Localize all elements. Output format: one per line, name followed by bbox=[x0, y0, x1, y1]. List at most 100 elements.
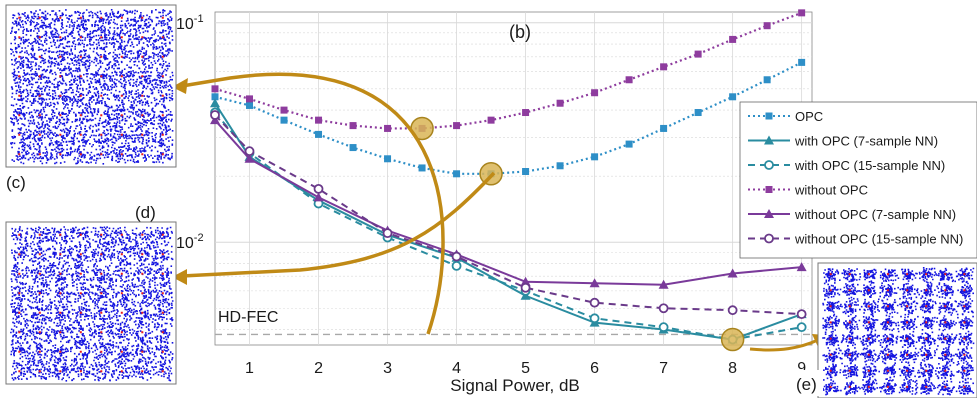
data-point bbox=[556, 99, 564, 107]
data-point bbox=[658, 322, 669, 333]
arrow-to-c bbox=[181, 72, 445, 335]
data-point bbox=[315, 130, 323, 138]
data-point bbox=[729, 93, 737, 101]
series-line bbox=[214, 11, 803, 130]
arrow-to-e bbox=[749, 338, 819, 352]
constellation-c bbox=[10, 9, 174, 165]
legend-label: without OPC (7-sample NN) bbox=[794, 207, 956, 222]
data-point bbox=[349, 144, 357, 152]
data-point bbox=[765, 186, 773, 193]
arrow-to-d-head bbox=[172, 269, 187, 285]
data-point bbox=[246, 101, 254, 109]
data-point bbox=[729, 35, 737, 43]
constellation-points bbox=[10, 9, 174, 165]
inset-d: (d) bbox=[5, 203, 177, 385]
data-point bbox=[589, 297, 600, 308]
data-point bbox=[625, 76, 633, 84]
data-point bbox=[660, 124, 668, 132]
legend-label: OPC bbox=[795, 109, 823, 124]
data-point bbox=[487, 116, 495, 124]
data-point bbox=[556, 162, 564, 170]
data-point bbox=[589, 278, 600, 288]
data-point bbox=[694, 109, 702, 117]
connector-arrows bbox=[172, 72, 826, 352]
series-line bbox=[214, 119, 802, 286]
data-point bbox=[763, 76, 771, 84]
data-point bbox=[210, 110, 220, 120]
data-point bbox=[453, 122, 461, 130]
x-tick-label: 4 bbox=[452, 360, 461, 377]
data-point bbox=[589, 313, 600, 324]
data-point bbox=[384, 124, 392, 132]
series-group bbox=[210, 9, 807, 345]
data-point bbox=[764, 233, 774, 244]
x-tick-label: 5 bbox=[521, 360, 530, 377]
x-tick-label: 9 bbox=[797, 360, 806, 377]
constellation-e bbox=[822, 267, 975, 396]
inset-c: (c) bbox=[5, 4, 177, 192]
x-tick-label: 8 bbox=[728, 360, 737, 377]
data-point bbox=[764, 135, 774, 145]
data-point bbox=[246, 95, 254, 103]
data-point bbox=[418, 164, 426, 172]
data-point bbox=[764, 160, 774, 170]
plot-grid bbox=[215, 12, 812, 345]
x-tick-label: 2 bbox=[314, 360, 323, 377]
data-point bbox=[522, 168, 530, 176]
x-tick-label: 6 bbox=[590, 360, 599, 377]
data-point bbox=[727, 268, 738, 278]
legend-label: without OPC (15-sample NN) bbox=[794, 232, 963, 247]
series-5 bbox=[210, 110, 807, 320]
x-axis-label: Signal Power, dB bbox=[450, 376, 579, 395]
series-line bbox=[214, 114, 802, 316]
data-point bbox=[280, 116, 288, 124]
inset-label-e: (e) bbox=[796, 375, 817, 394]
y-tick-labels: 10-1 10-2 bbox=[176, 13, 204, 252]
data-point bbox=[764, 209, 774, 218]
data-point bbox=[520, 282, 531, 293]
series-line bbox=[214, 111, 802, 341]
series-0 bbox=[211, 58, 806, 178]
data-point bbox=[694, 50, 702, 58]
data-point bbox=[211, 85, 219, 93]
data-point bbox=[763, 22, 771, 30]
data-point bbox=[382, 228, 393, 239]
inset-label-c: (c) bbox=[6, 173, 26, 192]
data-point bbox=[451, 260, 462, 271]
highlight-circle bbox=[720, 327, 745, 352]
data-point bbox=[210, 98, 220, 108]
data-point bbox=[313, 192, 324, 202]
data-point bbox=[660, 63, 668, 71]
legend: OPC with OPC (7-sample NN) with OPC (15-sa… bbox=[739, 101, 977, 259]
data-point bbox=[625, 140, 633, 148]
data-point bbox=[796, 309, 807, 320]
data-point bbox=[315, 116, 323, 124]
data-point bbox=[384, 155, 392, 163]
y-tick-label: 10-2 bbox=[176, 232, 204, 252]
legend-label: with OPC (7-sample NN) bbox=[794, 134, 938, 149]
inset-e: (e) bbox=[793, 262, 977, 398]
highlight-circles bbox=[410, 116, 745, 352]
panel-label-b: (b) bbox=[509, 22, 531, 42]
x-tick-label: 3 bbox=[383, 360, 392, 377]
inset-label-d: (d) bbox=[135, 203, 156, 222]
data-point bbox=[313, 183, 324, 194]
arrow-to-d bbox=[181, 171, 496, 278]
data-point bbox=[591, 153, 599, 161]
data-point bbox=[280, 106, 288, 114]
data-point bbox=[453, 170, 461, 178]
constellation-points bbox=[822, 267, 975, 396]
data-point bbox=[591, 89, 599, 97]
data-point bbox=[658, 303, 669, 314]
x-tick-label: 1 bbox=[245, 360, 254, 377]
data-point bbox=[796, 262, 807, 272]
hd-fec-label: HD-FEC bbox=[218, 309, 278, 326]
arrow-to-c-head bbox=[172, 78, 188, 94]
x-tick-label: 7 bbox=[659, 360, 668, 377]
data-point bbox=[796, 322, 807, 333]
constellation-points bbox=[10, 226, 174, 382]
legend-label: with OPC (15-sample NN) bbox=[794, 158, 945, 173]
data-point bbox=[765, 112, 773, 120]
data-point bbox=[451, 251, 462, 262]
